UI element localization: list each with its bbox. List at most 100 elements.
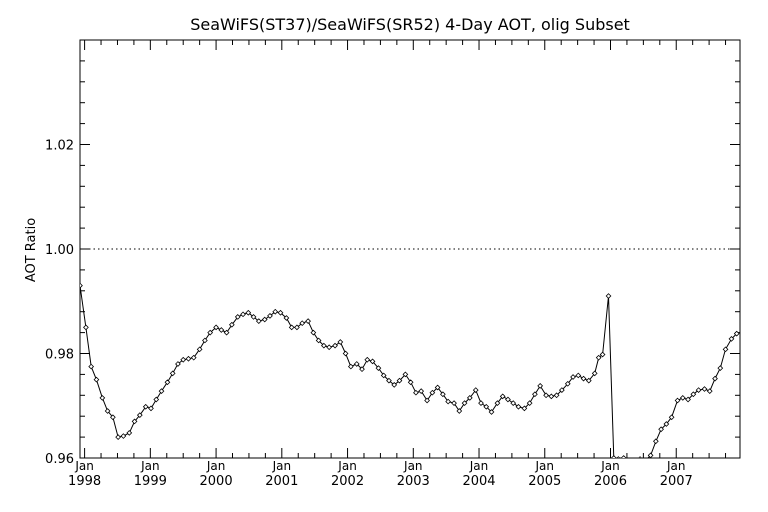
x-tick-month-label: Jan: [140, 459, 160, 473]
data-point: [115, 434, 121, 440]
data-point: [505, 396, 511, 403]
data-point: [647, 452, 654, 458]
data-point: [267, 313, 273, 319]
data-point: [80, 282, 83, 289]
data-point: [272, 308, 279, 315]
data-point: [396, 377, 403, 384]
data-point: [712, 375, 718, 382]
data-point: [580, 375, 587, 382]
data-point: [701, 386, 708, 392]
data-point: [337, 339, 344, 345]
data-point: [175, 361, 181, 367]
data-point: [380, 372, 387, 379]
data-point: [407, 379, 414, 386]
data-point: [391, 381, 398, 388]
data-point: [110, 414, 116, 421]
data-point: [605, 293, 612, 299]
data-point: [104, 408, 111, 414]
data-point: [440, 391, 446, 398]
data-point: [305, 318, 311, 324]
data-point: [213, 324, 219, 331]
data-point: [180, 356, 187, 363]
data-point: [126, 430, 133, 436]
x-tick-year-label: 2006: [594, 474, 627, 489]
x-tick-year-label: 2004: [462, 474, 495, 489]
x-tick-year-label: 2000: [200, 474, 233, 489]
data-point: [288, 324, 295, 331]
data-point: [620, 455, 627, 458]
y-tick-label: 1.00: [45, 243, 74, 258]
data-point: [685, 396, 691, 403]
x-tick-month-label: Jan: [74, 459, 94, 473]
data-point: [610, 455, 617, 458]
data-point: [99, 395, 106, 401]
data-point: [733, 330, 740, 337]
data-point: [310, 329, 317, 336]
data-point: [537, 383, 544, 389]
data-point: [369, 358, 376, 365]
x-tick-month-label: Jan: [337, 459, 357, 473]
data-point: [364, 356, 371, 363]
data-point: [728, 336, 735, 342]
data-point: [88, 363, 95, 370]
data-point: [526, 400, 533, 407]
x-tick-month-label: Jan: [666, 459, 686, 473]
data-point: [386, 377, 392, 384]
x-tick-year-label: 2005: [528, 474, 561, 489]
data-point: [277, 309, 284, 316]
data-point: [585, 377, 592, 384]
data-point: [451, 400, 457, 407]
data-point: [196, 346, 203, 353]
data-point: [359, 366, 365, 373]
data-point: [638, 456, 642, 458]
y-axis-label: AOT Ratio: [24, 218, 39, 282]
data-point: [353, 361, 360, 367]
x-tick-month-label: Jan: [535, 459, 555, 473]
data-point: [424, 397, 430, 404]
data-point: [706, 388, 713, 394]
data-point: [456, 408, 463, 414]
data-point: [658, 426, 664, 433]
data-point: [543, 392, 549, 399]
data-point: [158, 388, 165, 394]
data-point: [202, 337, 208, 344]
data-point: [148, 405, 154, 412]
data-point: [652, 438, 659, 445]
data-point: [228, 321, 235, 328]
x-tick-month-label: Jan: [600, 459, 620, 473]
data-point: [690, 391, 697, 398]
data-point: [234, 314, 241, 320]
data-point: [342, 350, 349, 357]
data-point: [347, 363, 354, 370]
data-series: [80, 282, 740, 458]
x-tick-year-label: 2007: [660, 474, 693, 489]
data-point: [299, 320, 306, 327]
data-point: [510, 400, 517, 407]
data-point: [153, 396, 160, 403]
x-tick-year-label: 2003: [397, 474, 430, 489]
data-point: [294, 324, 300, 331]
y-tick-label: 0.98: [45, 348, 74, 363]
data-point: [499, 393, 506, 400]
data-point: [185, 355, 192, 362]
data-point: [375, 365, 382, 371]
data-point: [478, 400, 484, 407]
data-point: [722, 346, 729, 353]
data-point: [466, 395, 473, 401]
data-point: [169, 370, 176, 377]
data-point: [668, 414, 675, 421]
data-point: [164, 379, 171, 386]
data-point: [332, 342, 338, 349]
data-point: [413, 389, 419, 396]
data-point: [83, 324, 89, 331]
data-point: [315, 337, 322, 344]
data-point: [120, 433, 127, 439]
data-point: [93, 376, 100, 383]
data-point: [695, 387, 702, 393]
data-point: [558, 387, 565, 393]
data-point: [321, 342, 327, 349]
x-tick-month-label: Jan: [206, 459, 226, 473]
data-point: [245, 309, 252, 316]
data-point: [255, 318, 262, 324]
data-point: [240, 311, 246, 318]
